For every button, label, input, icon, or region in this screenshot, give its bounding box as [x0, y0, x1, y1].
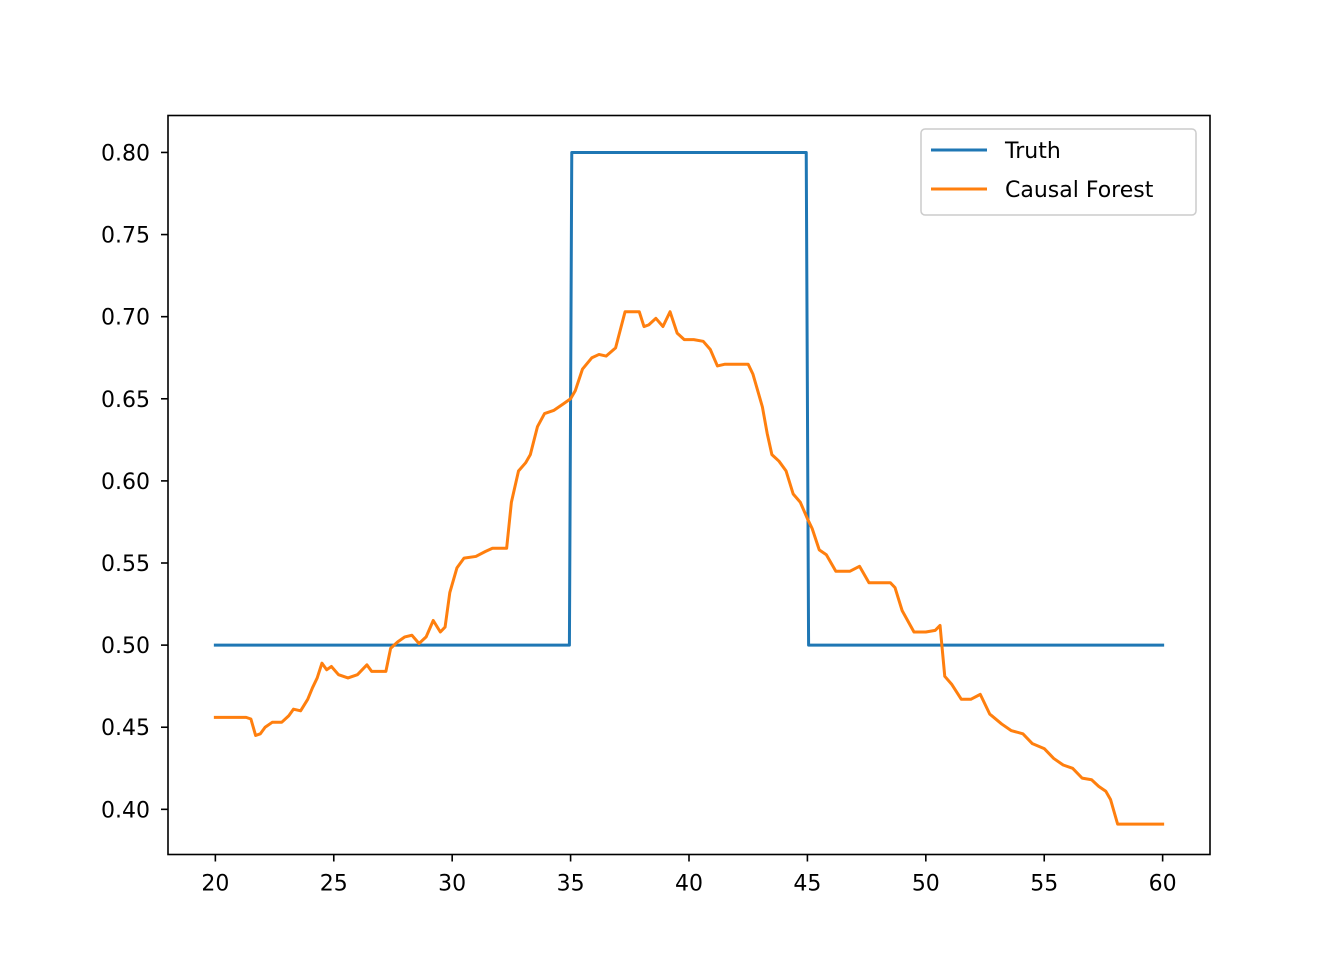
x-tick-label: 50: [912, 872, 940, 897]
legend: Truth Causal Forest: [920, 128, 1197, 216]
y-tick-label: 0.60: [101, 470, 150, 495]
y-axis: 0.40 0.45 0.50 0.55 0.60 0.65 0.70 0.75 0.80: [101, 141, 168, 823]
x-tick-label: 25: [320, 872, 348, 897]
y-tick-label: 0.45: [101, 716, 150, 741]
series-line-truth: [213, 150, 1165, 647]
y-tick-label: 0.40: [101, 798, 150, 823]
x-tick-label: 30: [438, 872, 466, 897]
y-tick-label: 0.65: [101, 388, 150, 413]
y-tick-label: 0.50: [101, 634, 150, 659]
x-tick-label: 20: [201, 872, 229, 897]
y-tick-label: 0.80: [101, 141, 150, 166]
x-tick-label: 35: [557, 872, 585, 897]
x-tick-label: 55: [1030, 872, 1058, 897]
x-tick-label: 45: [793, 872, 821, 897]
y-tick-label: 0.70: [101, 306, 150, 331]
legend-label-truth: Truth: [1004, 139, 1061, 164]
legend-label-causal-forest: Causal Forest: [1005, 178, 1154, 203]
y-tick-label: 0.75: [101, 224, 150, 249]
x-tick-label: 60: [1149, 872, 1177, 897]
legend-box: [920, 128, 1197, 216]
x-axis: 20 25 30 35 40 45 50 55 60: [201, 854, 1177, 897]
x-tick-label: 40: [675, 872, 703, 897]
series-line-causal-forest: [213, 310, 1165, 826]
plot-area: [213, 150, 1165, 826]
y-tick-label: 0.55: [101, 552, 150, 577]
